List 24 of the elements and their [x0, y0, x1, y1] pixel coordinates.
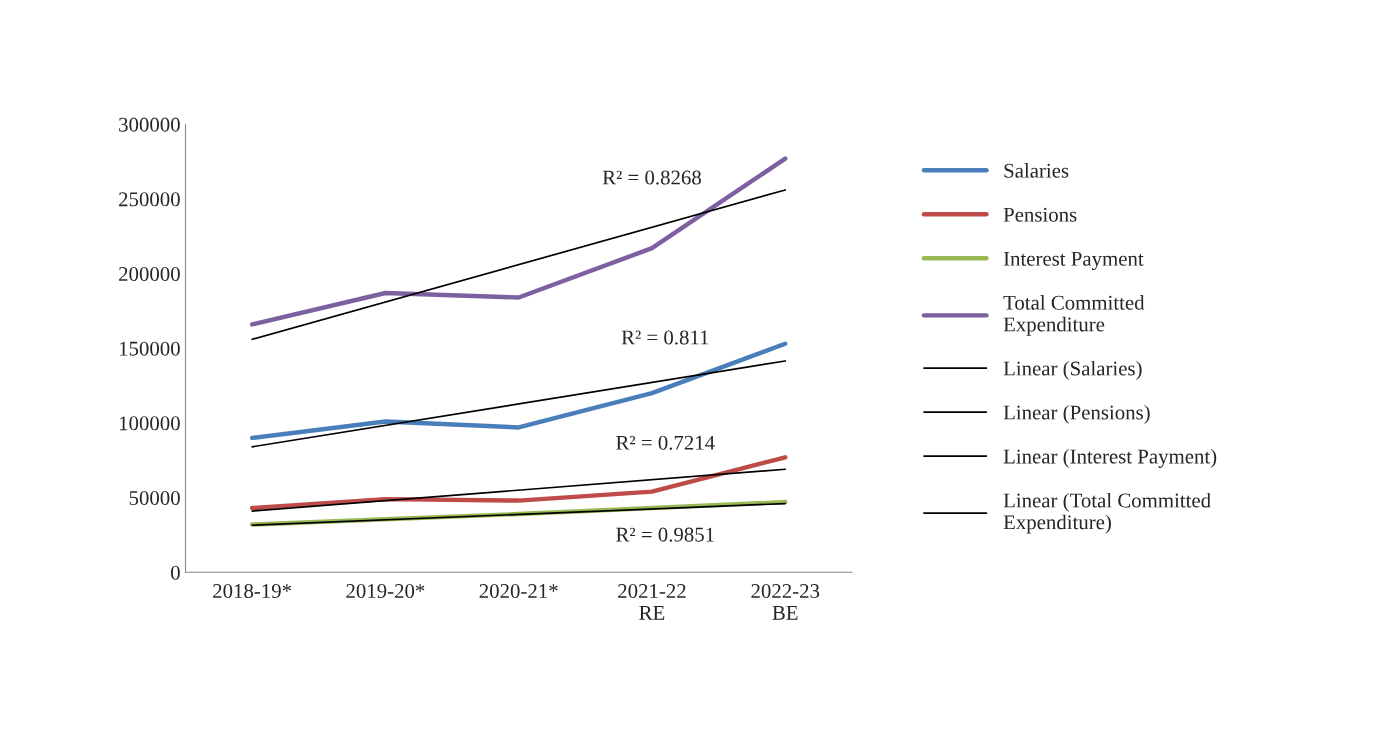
annotation: R² = 0.811 — [621, 330, 709, 345]
y-tick-label: 300000 — [119, 117, 180, 132]
y-tick-label: 250000 — [119, 192, 180, 207]
y-tick-label: 200000 — [119, 266, 180, 282]
annotation: R² = 0.8268 — [602, 170, 701, 185]
x-tick-label: 2018-19* — [213, 583, 292, 599]
legend-label: Linear (Interest Payment) — [1003, 448, 1217, 468]
y-tick-label: 50000 — [129, 490, 180, 506]
legend-label: Salaries — [1004, 163, 1069, 178]
y-tick-label: 150000 — [119, 341, 180, 356]
legend-label: Total Committed Expenditure — [1003, 295, 1145, 336]
x-tick-label: 2022-23 BE — [751, 583, 820, 620]
legend-label: Linear (Pensions) — [1003, 404, 1150, 424]
legend-label: Pensions — [1003, 207, 1077, 222]
x-tick-label: 2021-22 RE — [618, 583, 686, 620]
y-tick-label: 100000 — [119, 416, 180, 431]
y-tick-label: 0 — [171, 565, 180, 580]
legend-label: Interest Payment — [1003, 251, 1144, 271]
legend-label: Linear (Salaries) — [1003, 360, 1142, 380]
x-tick-label: 2020-21* — [479, 583, 558, 599]
x-tick-label: 2019-20* — [346, 583, 425, 599]
legend-label: Linear (Total Committed Expenditure) — [1003, 492, 1211, 534]
annotation: R² = 0.7214 — [616, 435, 715, 450]
annotation: R² = 0.9851 — [616, 527, 714, 542]
